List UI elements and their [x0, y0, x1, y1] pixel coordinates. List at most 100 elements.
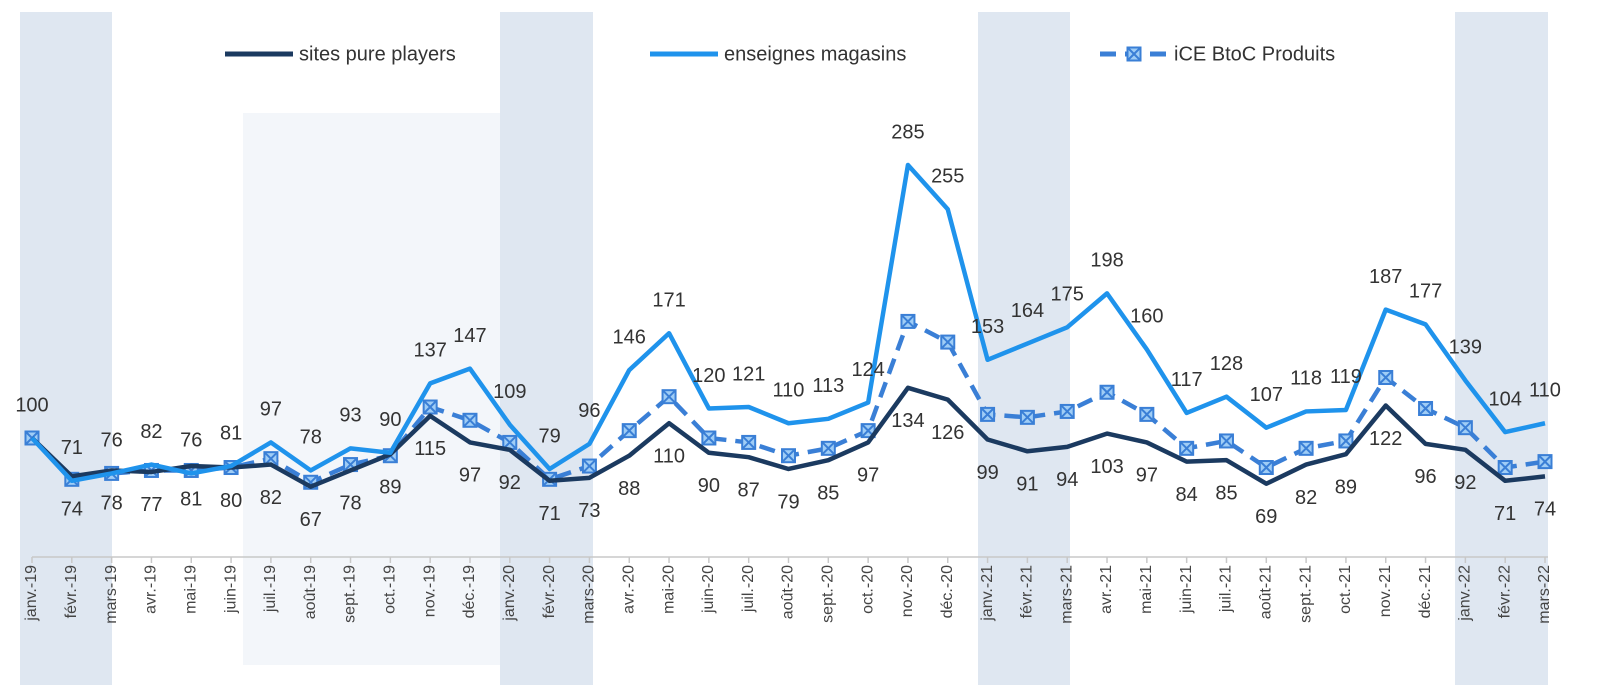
value-label: 79 — [538, 425, 560, 447]
value-label: 100 — [15, 394, 48, 416]
value-label: 91 — [1016, 474, 1038, 496]
marker-cross — [1418, 401, 1433, 416]
value-label: 82 — [140, 421, 162, 443]
marker-cross — [1338, 433, 1354, 449]
marker-cross — [1060, 404, 1075, 419]
value-label: 82 — [260, 487, 282, 509]
value-label: 103 — [1090, 456, 1123, 478]
marker-cross — [422, 399, 438, 415]
x-tick-label: juin-20 — [700, 565, 717, 614]
marker-cross — [980, 407, 995, 422]
x-tick-label: déc.-19 — [461, 565, 478, 618]
value-label: 92 — [1454, 472, 1476, 494]
marker — [781, 448, 796, 464]
marker — [1457, 420, 1473, 436]
marker — [1059, 403, 1075, 419]
marker-cross — [940, 334, 955, 350]
marker-cross — [622, 423, 637, 438]
x-tick-label: mars-20 — [581, 565, 598, 624]
value-label: 78 — [101, 493, 123, 515]
series-line — [30, 385, 1546, 489]
marker — [1338, 433, 1354, 449]
value-label: 85 — [1215, 482, 1237, 504]
marker-cross — [1259, 460, 1274, 475]
x-tick-label: déc.-20 — [939, 565, 956, 618]
x-tick-label: janv.-19 — [23, 565, 40, 622]
highlight-area — [243, 113, 520, 665]
value-label: 67 — [300, 509, 322, 531]
marker-cross — [1497, 460, 1513, 475]
x-tick-label: févr.-22 — [1496, 565, 1513, 618]
value-label: 77 — [140, 494, 162, 516]
legend-item: iCE BtoC Produits — [1100, 43, 1335, 65]
value-label: 121 — [732, 363, 765, 385]
x-tick-label: mars-21 — [1058, 565, 1075, 624]
x-tick-label: sept.-19 — [342, 565, 359, 623]
x-tick-label: mai-20 — [660, 565, 677, 614]
value-label: 115 — [414, 438, 446, 460]
marker — [1258, 460, 1274, 476]
value-label: 128 — [1210, 353, 1243, 375]
value-label: 80 — [220, 490, 242, 512]
x-tick-label: août-21 — [1258, 565, 1275, 619]
value-label: 73 — [578, 500, 600, 522]
marker — [661, 389, 677, 405]
legend-label: sites pure players — [299, 43, 456, 65]
x-tick-label: juin-21 — [1178, 565, 1195, 614]
marker-cross — [1179, 441, 1194, 456]
value-label: 97 — [459, 465, 481, 487]
value-label: 160 — [1130, 306, 1163, 328]
value-label: 92 — [499, 472, 521, 494]
value-label: 177 — [1409, 281, 1442, 303]
marker-cross — [1537, 454, 1553, 469]
value-label: 187 — [1369, 266, 1402, 288]
value-label: 126 — [931, 422, 964, 444]
value-label: 164 — [1011, 300, 1044, 322]
marker-cross — [1219, 433, 1234, 449]
value-label: 96 — [1414, 466, 1436, 488]
marker — [422, 399, 438, 415]
x-tick-label: janv.-20 — [501, 565, 518, 622]
value-label: 146 — [613, 326, 646, 348]
value-label: 79 — [777, 491, 799, 513]
value-label: 90 — [698, 475, 720, 497]
value-label: 93 — [339, 405, 361, 427]
x-tick-label: août-20 — [780, 565, 797, 619]
value-label: 84 — [1176, 484, 1198, 506]
marker — [621, 423, 637, 439]
marker-cross — [1458, 420, 1473, 435]
legend-label: enseignes magasins — [724, 43, 906, 65]
x-tick-label: sept.-20 — [820, 565, 837, 623]
x-tick-label: nov.-20 — [899, 565, 916, 617]
value-label: 117 — [1171, 369, 1203, 391]
value-label: 153 — [971, 316, 1004, 338]
marker-cross — [1099, 385, 1115, 400]
marker — [502, 434, 518, 450]
value-label: 69 — [1255, 506, 1277, 528]
value-label: 99 — [976, 462, 998, 484]
background-bands — [20, 12, 1548, 685]
x-tick-label: avr.-19 — [143, 565, 160, 614]
marker-cross — [741, 435, 756, 450]
marker — [1019, 409, 1035, 425]
value-label: 81 — [220, 422, 242, 444]
x-tick-label: juin-19 — [222, 565, 239, 614]
marker — [940, 334, 956, 350]
value-label: 82 — [1295, 487, 1317, 509]
x-tick-label: juil.-21 — [1218, 565, 1235, 613]
marker-cross — [661, 389, 677, 404]
x-tick-label: juil.-19 — [262, 565, 279, 613]
value-label: 285 — [891, 121, 924, 143]
marker-cross — [781, 448, 796, 463]
value-label: 120 — [692, 365, 725, 387]
x-tick-label: oct.-19 — [382, 565, 399, 614]
x-tick-label: janv.-21 — [979, 565, 996, 622]
x-tick-label: août-19 — [302, 565, 319, 619]
x-tick-label: nov.-21 — [1377, 565, 1394, 617]
marker — [900, 313, 916, 329]
x-tick-label: oct.-20 — [859, 565, 876, 614]
value-label: 76 — [180, 430, 202, 452]
x-tick-label: mai-21 — [1138, 565, 1155, 614]
marker-cross — [1020, 410, 1035, 425]
marker — [1537, 454, 1553, 470]
